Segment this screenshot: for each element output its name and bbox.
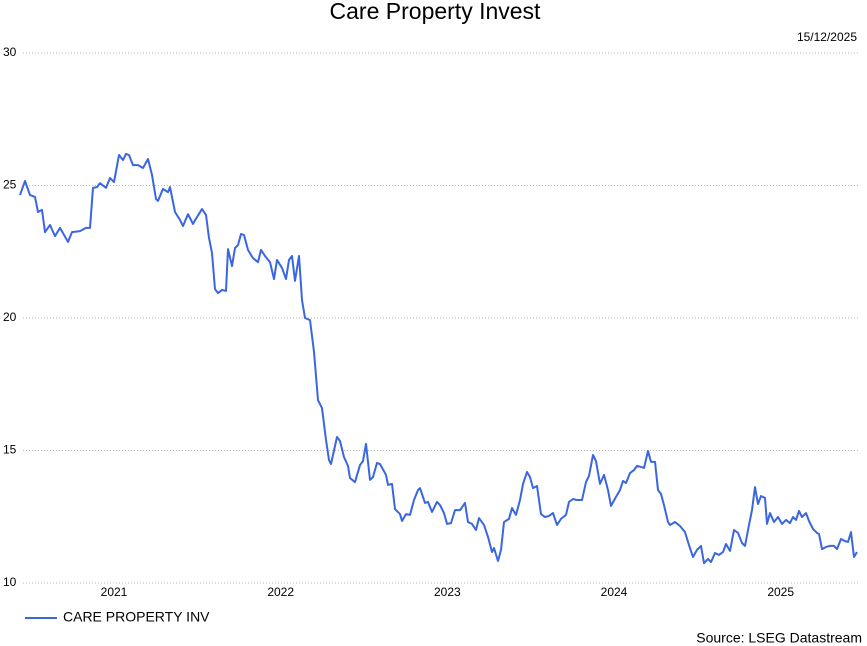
chart-date: 15/12/2025 xyxy=(797,30,857,44)
price-line xyxy=(19,152,858,565)
y-tick-label: 15 xyxy=(3,443,17,457)
y-tick-label: 10 xyxy=(3,575,17,589)
x-tick-label: 2022 xyxy=(267,585,294,599)
y-tick-label: 20 xyxy=(3,310,17,324)
x-tick-label: 2024 xyxy=(601,585,628,599)
x-tick-label: 2021 xyxy=(101,585,128,599)
x-tick-label: 2023 xyxy=(434,585,461,599)
y-tick-label: 30 xyxy=(3,45,17,59)
chart-title: Care Property Invest xyxy=(330,0,542,24)
chart-source: Source: LSEG Datastream xyxy=(696,630,862,646)
x-tick-label: 2025 xyxy=(767,585,794,599)
legend-label: CARE PROPERTY INV xyxy=(63,609,210,625)
y-tick-label: 25 xyxy=(3,178,17,192)
